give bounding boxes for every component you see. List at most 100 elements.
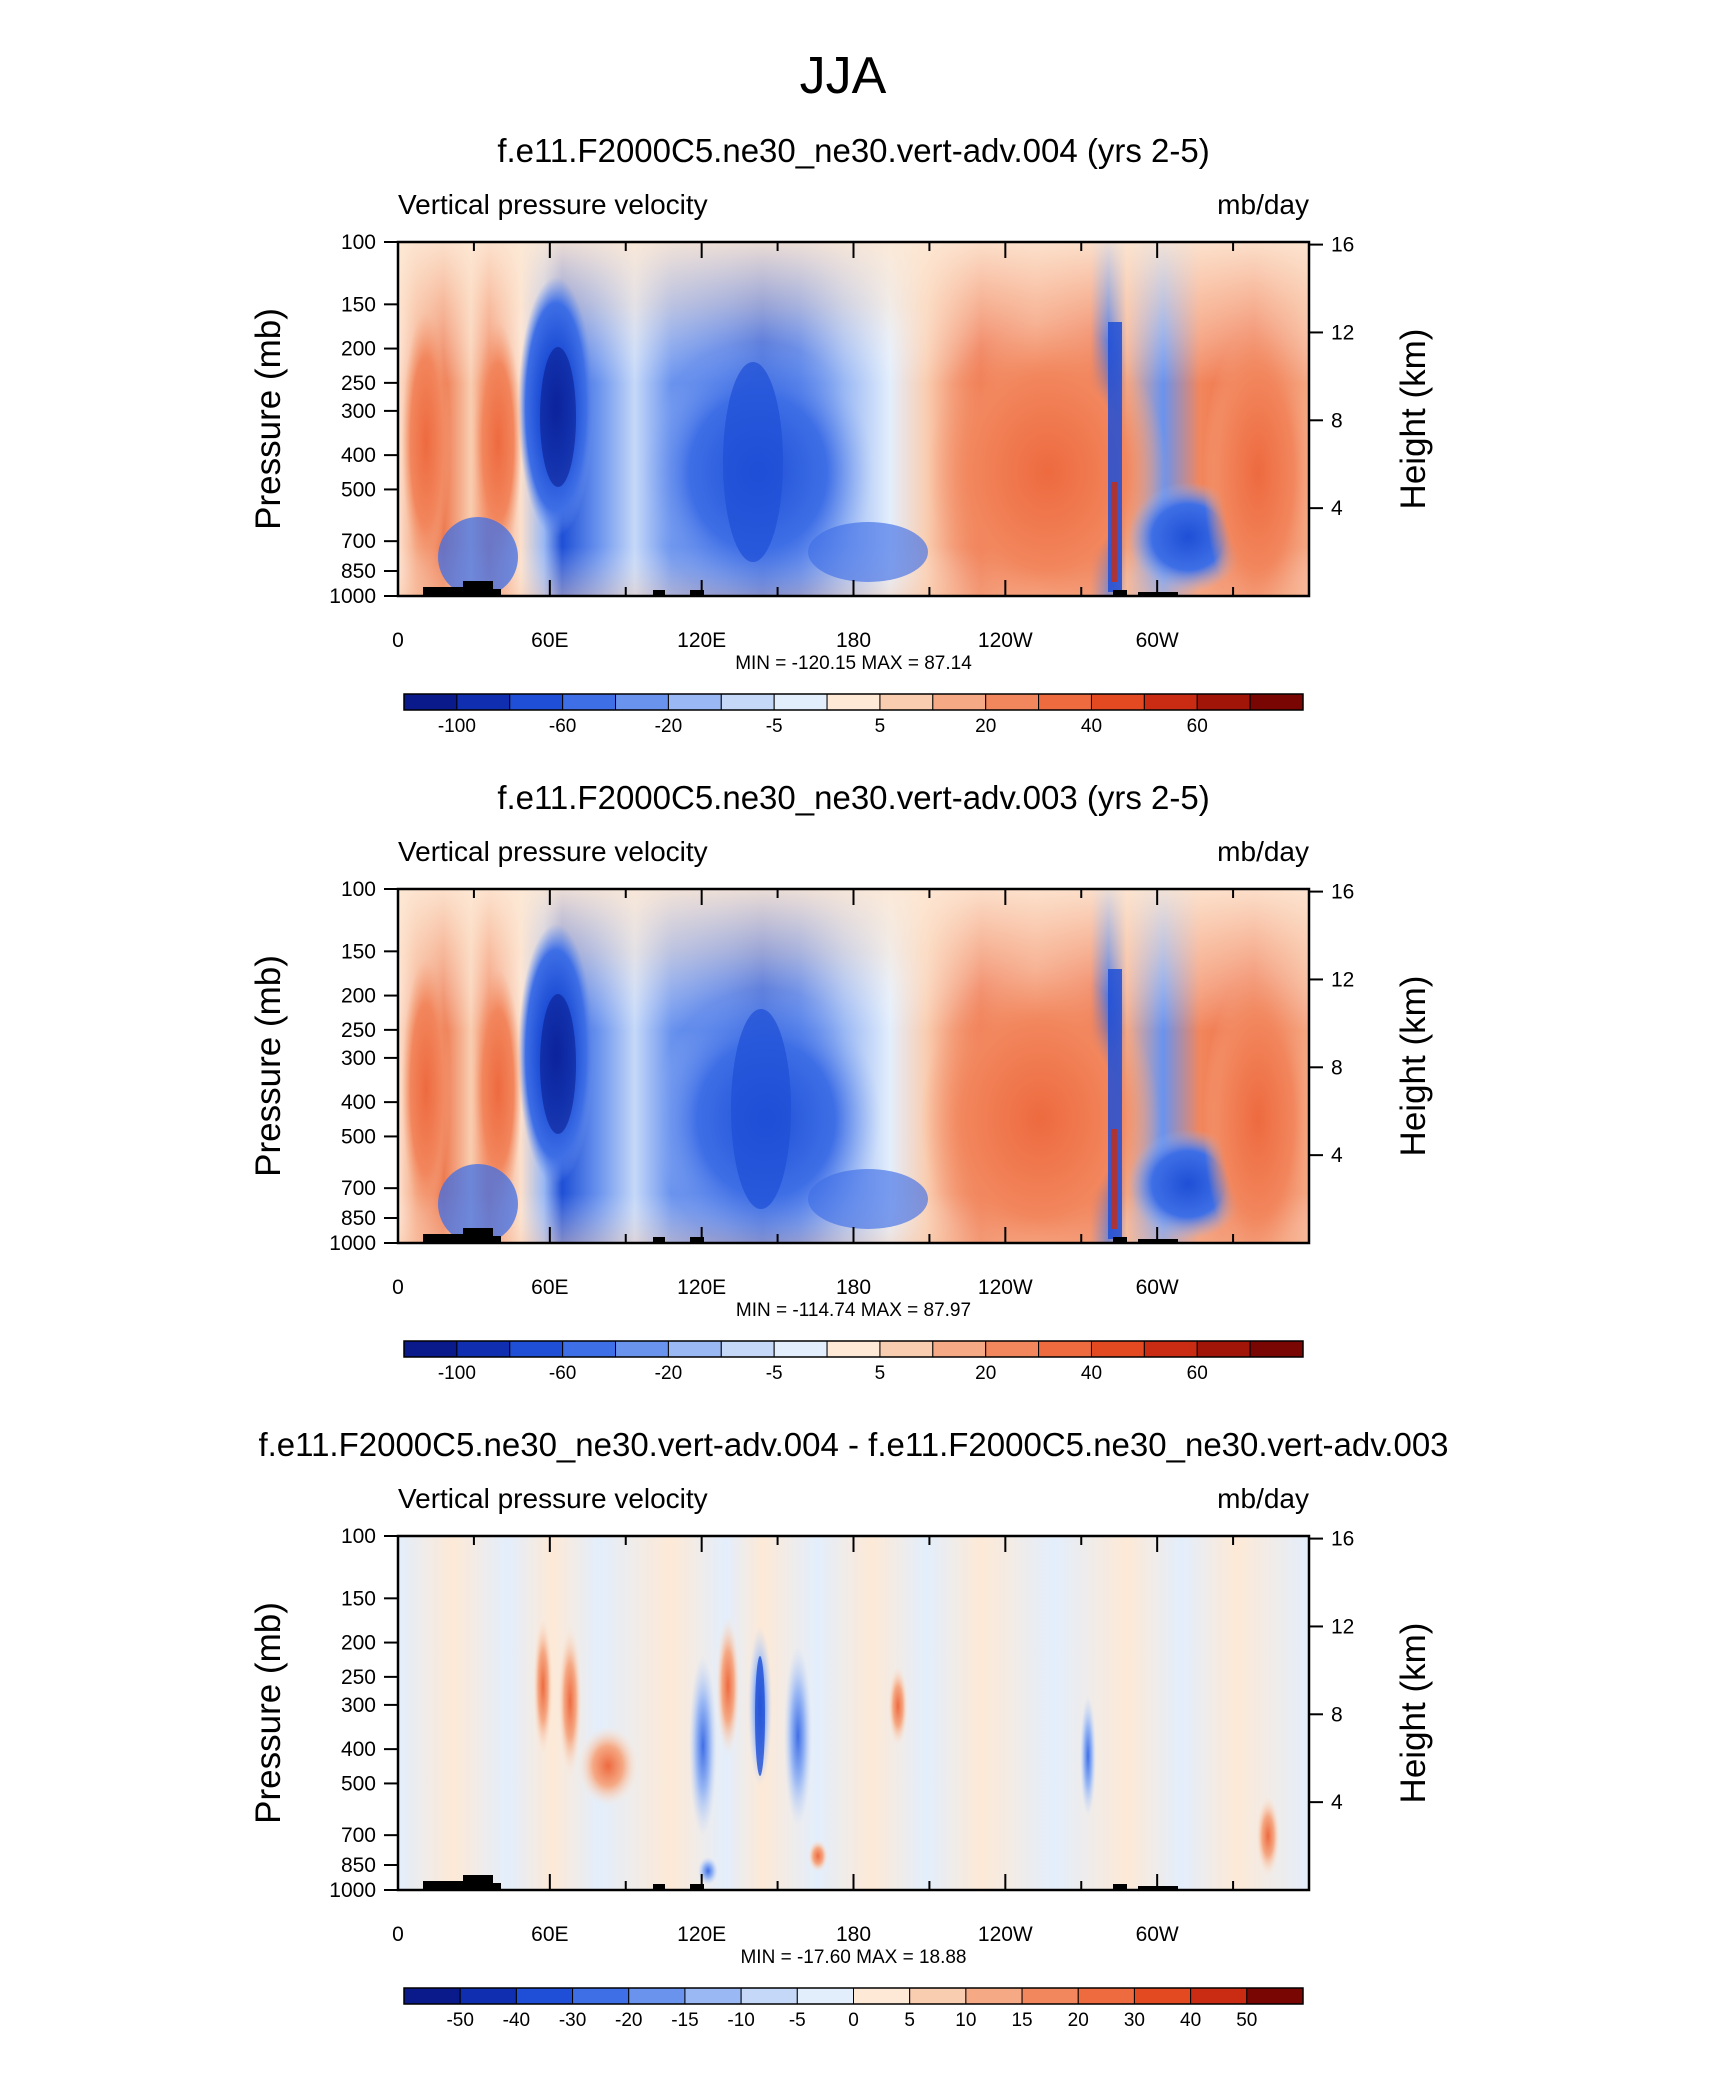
x-tick-label-3: 180 bbox=[836, 629, 871, 652]
colorbar-swatch-7 bbox=[773, 693, 828, 711]
blob-africa-red-2 bbox=[474, 322, 522, 562]
colorbar-label-0: -100 bbox=[438, 1363, 476, 1384]
y2-tick-label-4: 4 bbox=[1331, 1791, 1343, 1814]
colorbar-swatch-14 bbox=[1143, 1340, 1198, 1358]
colorbar-label-5: 20 bbox=[975, 716, 996, 737]
x-tick-label-4: 120W bbox=[978, 629, 1033, 652]
plot-area bbox=[398, 1536, 1309, 1890]
y-tick-label-700: 700 bbox=[341, 1177, 376, 1200]
x-tick-label-1: 60E bbox=[531, 1923, 568, 1946]
colorbar-swatch-11 bbox=[985, 693, 1040, 711]
diff-blob-10 bbox=[1080, 1696, 1096, 1816]
colorbar-label-6: 40 bbox=[1081, 1363, 1102, 1384]
colorbar-swatch-6 bbox=[740, 1987, 798, 2005]
colorbar-swatch-12 bbox=[1077, 1987, 1135, 2005]
blob-east-pacific bbox=[928, 322, 1168, 596]
panel-title: f.e11.F2000C5.ne30_ne30.vert-adv.004 - f… bbox=[258, 1426, 1448, 1463]
colorbar-label-14: 50 bbox=[1236, 2010, 1257, 2031]
colorbar-swatch-6 bbox=[720, 1340, 775, 1358]
x-tick-label-2: 120E bbox=[677, 1923, 726, 1946]
y-tick-label-200: 200 bbox=[341, 985, 376, 1008]
y-tick-label-300: 300 bbox=[341, 400, 376, 423]
y-tick-label-200: 200 bbox=[341, 338, 376, 361]
colorbar-swatch-3 bbox=[562, 1340, 617, 1358]
colorbar-swatch-2 bbox=[509, 693, 564, 711]
y2-tick-label-4: 4 bbox=[1331, 1144, 1343, 1167]
y-tick-label-300: 300 bbox=[341, 1047, 376, 1070]
colorbar-swatch-4 bbox=[628, 1987, 686, 2005]
colorbar-swatch-8 bbox=[826, 1340, 881, 1358]
colorbar-swatch-5 bbox=[667, 693, 722, 711]
terrain-3 bbox=[653, 1237, 665, 1243]
colorbar-swatch-13 bbox=[1090, 1340, 1145, 1358]
y-axis-label: Pressure (mb) bbox=[249, 308, 288, 530]
colorbar: -100 -60 -20 -5 5 20 40 60 bbox=[403, 693, 1304, 737]
y-tick-label-850: 850 bbox=[341, 560, 376, 583]
terrain-0 bbox=[423, 1881, 463, 1890]
colorbar-label-4: -15 bbox=[671, 2010, 698, 2031]
x-tick-label-4: 120W bbox=[978, 1276, 1033, 1299]
diff-blue-core bbox=[755, 1656, 765, 1776]
colorbar-label-3: -5 bbox=[766, 716, 783, 737]
x-tick-label-3: 180 bbox=[836, 1276, 871, 1299]
panel-left-label: Vertical pressure velocity bbox=[398, 189, 708, 220]
colorbar-swatch-1 bbox=[459, 1987, 517, 2005]
colorbar-swatch-11 bbox=[985, 1340, 1040, 1358]
blob-wp-core bbox=[731, 1009, 791, 1209]
plot-area bbox=[398, 889, 1309, 1243]
colorbar-swatch-0 bbox=[403, 1987, 461, 2005]
colorbar-frame bbox=[403, 1987, 1304, 2005]
colorbar-label-7: 0 bbox=[848, 2010, 859, 2031]
diff-blob-4 bbox=[716, 1616, 740, 1756]
colorbar-label-7: 60 bbox=[1187, 716, 1208, 737]
colorbar-label-1: -60 bbox=[549, 1363, 576, 1384]
y-tick-label-300: 300 bbox=[341, 1694, 376, 1717]
colorbar-swatch-1 bbox=[456, 693, 511, 711]
blob-americas-red bbox=[1111, 482, 1117, 582]
colorbar-swatch-15 bbox=[1196, 693, 1251, 711]
plot-area bbox=[398, 242, 1309, 596]
blob-wp-core bbox=[723, 362, 783, 562]
blob-central-pacific bbox=[808, 1169, 928, 1229]
colorbar-label-3: -20 bbox=[615, 2010, 642, 2031]
terrain-0 bbox=[423, 1234, 463, 1243]
colorbar-swatch-5 bbox=[684, 1987, 742, 2005]
y-tick-label-500: 500 bbox=[341, 1772, 376, 1795]
y2-tick-label-8: 8 bbox=[1331, 409, 1343, 432]
y-tick-label-500: 500 bbox=[341, 1125, 376, 1148]
colorbar-label-4: 5 bbox=[875, 1363, 886, 1384]
y-tick-label-1000: 1000 bbox=[329, 1232, 376, 1255]
colorbar-frame bbox=[403, 1340, 1304, 1358]
colorbar-label-7: 60 bbox=[1187, 1363, 1208, 1384]
colorbar-swatch-14 bbox=[1143, 693, 1198, 711]
diff-blob-3 bbox=[689, 1656, 717, 1836]
diff-blob-0 bbox=[533, 1616, 553, 1756]
diff-blob-7 bbox=[698, 1857, 718, 1885]
colorbar-label-5: -10 bbox=[727, 2010, 754, 2031]
x-tick-label-1: 60E bbox=[531, 1276, 568, 1299]
terrain-4 bbox=[690, 590, 704, 596]
y-tick-label-400: 400 bbox=[341, 1738, 376, 1761]
colorbar: -50 -40 -30 -20 -15 -10 -5 0 5 10 15 20 30 40 50 bbox=[403, 1987, 1304, 2031]
terrain-0 bbox=[423, 587, 463, 596]
colorbar-swatch-9 bbox=[909, 1987, 967, 2005]
y-tick-label-150: 150 bbox=[341, 1587, 376, 1610]
colorbar-label-10: 15 bbox=[1011, 2010, 1032, 2031]
colorbar-swatch-1 bbox=[456, 1340, 511, 1358]
x-tick-label-1: 60E bbox=[531, 629, 568, 652]
colorbar-swatch-3 bbox=[562, 693, 617, 711]
y2-axis-label: Height (km) bbox=[1394, 976, 1433, 1157]
x-tick-label-2: 120E bbox=[677, 1276, 726, 1299]
panel-left-label: Vertical pressure velocity bbox=[398, 1483, 708, 1514]
y-tick-label-850: 850 bbox=[341, 1207, 376, 1230]
blob-atlantic-red bbox=[1203, 322, 1309, 596]
panel-title: f.e11.F2000C5.ne30_ne30.vert-adv.004 (yr… bbox=[497, 132, 1209, 169]
colorbar-swatch-16 bbox=[1249, 693, 1304, 711]
x-tick-label-3: 180 bbox=[836, 1923, 871, 1946]
y-tick-label-1000: 1000 bbox=[329, 585, 376, 608]
colorbar-swatch-7 bbox=[796, 1987, 854, 2005]
colorbar-swatch-0 bbox=[403, 1340, 458, 1358]
diff-blob-11 bbox=[1256, 1796, 1280, 1876]
colorbar-swatch-12 bbox=[1038, 693, 1092, 711]
y2-tick-label-12: 12 bbox=[1331, 321, 1354, 344]
